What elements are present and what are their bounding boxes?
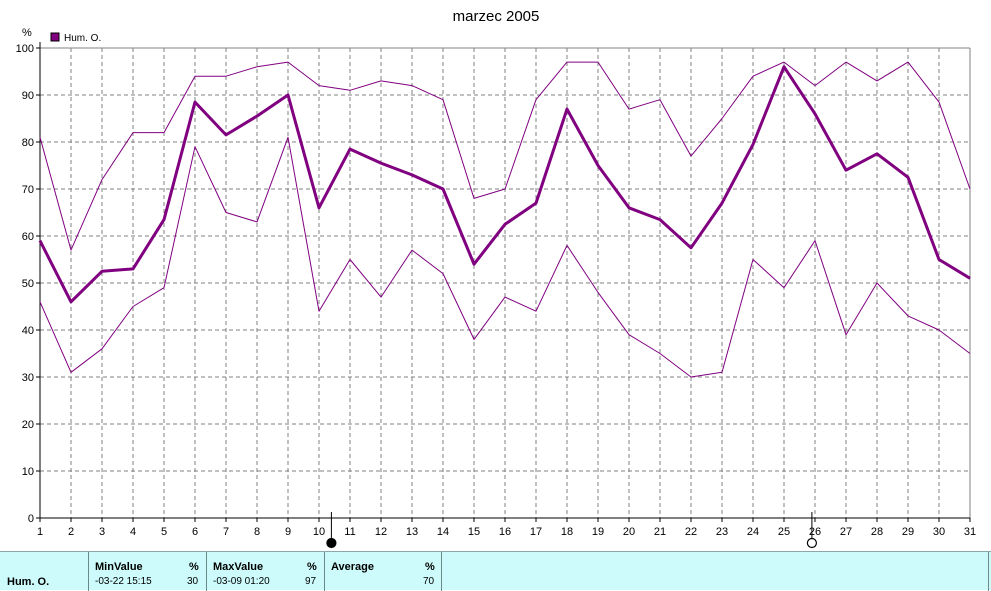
x-tick-label-24: 24 bbox=[747, 526, 759, 538]
avg-value: 70 bbox=[423, 576, 435, 587]
avg-unit: % bbox=[425, 561, 435, 573]
x-tick-label-18: 18 bbox=[561, 526, 573, 538]
y-tick-label-70: 70 bbox=[22, 184, 34, 196]
x-tick-label-17: 17 bbox=[530, 526, 542, 538]
x-tick-label-5: 5 bbox=[161, 526, 167, 538]
y-axis-unit: % bbox=[22, 27, 32, 39]
series-line-average bbox=[38, 65, 971, 304]
y-tick-label-20: 20 bbox=[22, 419, 34, 431]
x-tick-label-21: 21 bbox=[654, 526, 666, 538]
marker-open-circle bbox=[806, 537, 818, 549]
x-tick-label-12: 12 bbox=[375, 526, 387, 538]
x-tick-label-22: 22 bbox=[685, 526, 697, 538]
chart-title: marzec 2005 bbox=[453, 8, 540, 25]
y-tick-label-40: 40 bbox=[22, 325, 34, 337]
day-markers bbox=[326, 512, 818, 549]
legend-swatch bbox=[50, 32, 60, 42]
x-tick-label-16: 16 bbox=[499, 526, 511, 538]
y-tick-label-60: 60 bbox=[22, 231, 34, 243]
x-tick-label-11: 11 bbox=[344, 526, 355, 538]
x-tick-label-14: 14 bbox=[437, 526, 449, 538]
y-tick-label-100: 100 bbox=[16, 43, 34, 55]
statistics-panel: Hum. O. MinValue % -03-22 15:15 30 MaxVa… bbox=[0, 551, 991, 591]
min-value: 30 bbox=[187, 576, 199, 587]
y-tick-label-90: 90 bbox=[22, 90, 34, 102]
min-header: MinValue bbox=[95, 561, 143, 573]
x-tick-label-26: 26 bbox=[809, 526, 821, 538]
x-tick-label-4: 4 bbox=[130, 526, 136, 538]
marker-filled-circle bbox=[326, 537, 337, 549]
y-tick-label-50: 50 bbox=[22, 278, 34, 290]
x-tick-label-8: 8 bbox=[254, 526, 260, 538]
max-unit: % bbox=[307, 561, 317, 573]
max-header: MaxValue bbox=[213, 561, 264, 573]
x-tick-label-19: 19 bbox=[592, 526, 604, 538]
x-tick-label-23: 23 bbox=[716, 526, 728, 538]
x-tick-label-7: 7 bbox=[223, 526, 229, 538]
series-lines bbox=[38, 61, 971, 378]
x-tick-label-25: 25 bbox=[778, 526, 790, 538]
x-tick-label-15: 15 bbox=[468, 526, 480, 538]
x-tick-label-2: 2 bbox=[68, 526, 74, 538]
max-value: 97 bbox=[305, 576, 317, 587]
row-label: Hum. O. bbox=[7, 576, 50, 588]
y-tick-label-80: 80 bbox=[22, 137, 34, 149]
max-value-cell: MaxValue % -03-09 01:20 97 bbox=[206, 552, 324, 591]
grid-lines bbox=[40, 47, 970, 518]
y-tick-label-0: 0 bbox=[28, 513, 34, 525]
min-time: -03-22 15:15 bbox=[95, 576, 152, 587]
max-time: -03-09 01:20 bbox=[213, 576, 270, 587]
x-tick-label-28: 28 bbox=[871, 526, 883, 538]
legend-label: Hum. O. bbox=[64, 33, 101, 44]
avg-header: Average bbox=[331, 561, 375, 573]
x-tick-label-1: 1 bbox=[37, 526, 43, 538]
x-tick-label-30: 30 bbox=[933, 526, 945, 538]
min-unit: % bbox=[189, 561, 199, 573]
x-tick-label-20: 20 bbox=[623, 526, 635, 538]
x-tick-label-3: 3 bbox=[99, 526, 105, 538]
y-tick-label-10: 10 bbox=[22, 466, 34, 478]
empty-cell bbox=[441, 552, 989, 591]
x-tick-label-27: 27 bbox=[840, 526, 852, 538]
x-tick-label-29: 29 bbox=[902, 526, 914, 538]
average-cell: Average % 70 bbox=[324, 552, 441, 591]
y-tick-label-30: 30 bbox=[22, 372, 34, 384]
x-tick-label-9: 9 bbox=[285, 526, 291, 538]
x-tick-label-13: 13 bbox=[406, 526, 418, 538]
series-line-minimum bbox=[39, 136, 971, 378]
x-tick-label-6: 6 bbox=[192, 526, 198, 538]
x-tick-label-10: 10 bbox=[313, 526, 325, 538]
series-line-maximum bbox=[39, 61, 971, 251]
humidity-chart: marzec 2005 % Hum. O. 0 10 20 30 40 50 60 70 80 9… bbox=[16, 8, 976, 549]
x-tick-label-31: 31 bbox=[964, 526, 976, 538]
min-value-cell: MinValue % -03-22 15:15 30 bbox=[88, 552, 206, 591]
